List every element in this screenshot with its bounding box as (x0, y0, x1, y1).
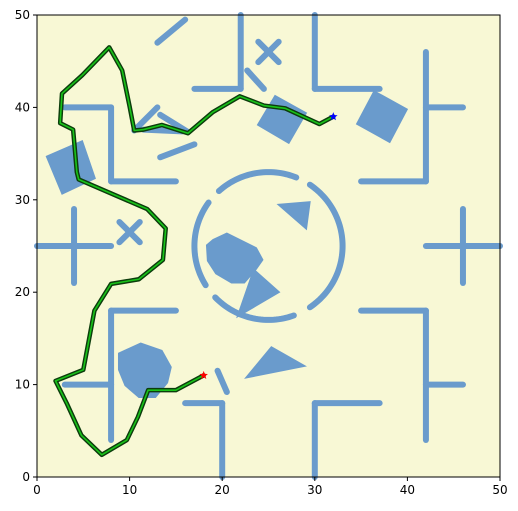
x-tick-label: 10 (122, 483, 137, 497)
y-tick-label: 50 (15, 8, 30, 22)
goal-marker (329, 112, 338, 121)
path-line (54, 46, 335, 456)
axes: 0 10 20 30 40 50 0 10 20 30 40 50 (15, 8, 508, 497)
plot-background (37, 15, 500, 477)
wall-obstacle (157, 111, 191, 135)
x-tick-label: 0 (33, 483, 41, 497)
ring-arc-obstacle (212, 294, 297, 323)
polygon-obstacle (244, 346, 307, 379)
polygon-obstacle (205, 232, 264, 284)
wall-obstacle (244, 67, 267, 92)
wall-obstacle (157, 141, 198, 161)
polygon-obstacle (355, 90, 409, 144)
y-tick-label: 40 (15, 100, 30, 114)
cross-obstacle (116, 218, 143, 246)
x-tick-label: 30 (307, 483, 322, 497)
wall-obstacle (214, 367, 230, 395)
plot-frame (36, 14, 501, 478)
y-tick-label: 10 (15, 378, 30, 392)
ring-arc-obstacle (306, 181, 346, 311)
path (53, 45, 336, 458)
x-tick-label: 50 (492, 483, 507, 497)
y-tick-label: 0 (22, 470, 30, 484)
polygon-obstacle (276, 201, 311, 231)
cross-obstacle (255, 38, 282, 66)
x-tick-label: 20 (215, 483, 230, 497)
start-marker (199, 370, 208, 380)
x-tick-label: 40 (400, 483, 415, 497)
y-tick-label: 30 (15, 193, 30, 207)
ring-arc-obstacle (215, 169, 300, 195)
y-tick-label: 20 (15, 285, 30, 299)
wall-obstacle (154, 16, 189, 46)
wall-obstacle (131, 104, 161, 134)
ring-arc-obstacle (191, 199, 212, 289)
markers (199, 112, 338, 380)
polygon-obstacle (236, 268, 281, 319)
